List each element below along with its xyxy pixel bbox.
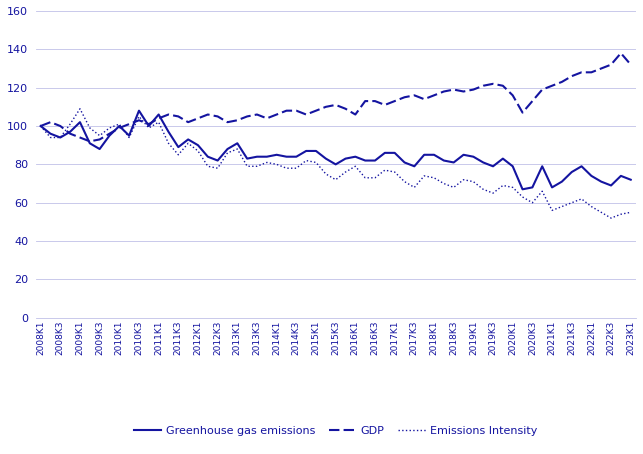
Legend: Greenhouse gas emissions, GDP, Emissions Intensity: Greenhouse gas emissions, GDP, Emissions… [129, 422, 542, 440]
Greenhouse gas emissions [37, 123, 44, 129]
Emissions Intensity [558, 204, 566, 209]
Line: GDP: GDP [41, 53, 631, 141]
Emissions Intensity [361, 175, 369, 181]
Emissions Intensity [607, 215, 615, 221]
Greenhouse gas emissions [401, 160, 408, 165]
Emissions Intensity [165, 141, 172, 146]
Greenhouse gas emissions [135, 108, 143, 114]
Line: Greenhouse gas emissions: Greenhouse gas emissions [41, 111, 631, 189]
Line: Emissions Intensity: Emissions Intensity [41, 109, 631, 218]
Greenhouse gas emissions [568, 169, 575, 175]
GDP [86, 138, 94, 144]
GDP [253, 112, 261, 117]
Emissions Intensity [37, 123, 44, 129]
GDP [617, 50, 625, 56]
Greenhouse gas emissions [253, 154, 261, 159]
GDP [37, 123, 44, 129]
Emissions Intensity [627, 210, 635, 215]
Emissions Intensity [401, 179, 408, 184]
GDP [185, 119, 192, 125]
Greenhouse gas emissions [185, 137, 192, 142]
Greenhouse gas emissions [165, 129, 172, 134]
Emissions Intensity [253, 163, 261, 169]
Greenhouse gas emissions [627, 177, 635, 183]
GDP [165, 112, 172, 117]
Emissions Intensity [185, 141, 192, 146]
GDP [401, 94, 408, 100]
Greenhouse gas emissions [361, 158, 369, 163]
GDP [627, 62, 635, 67]
GDP [558, 79, 566, 84]
Emissions Intensity [76, 106, 84, 112]
Greenhouse gas emissions [519, 187, 527, 192]
GDP [361, 99, 369, 104]
